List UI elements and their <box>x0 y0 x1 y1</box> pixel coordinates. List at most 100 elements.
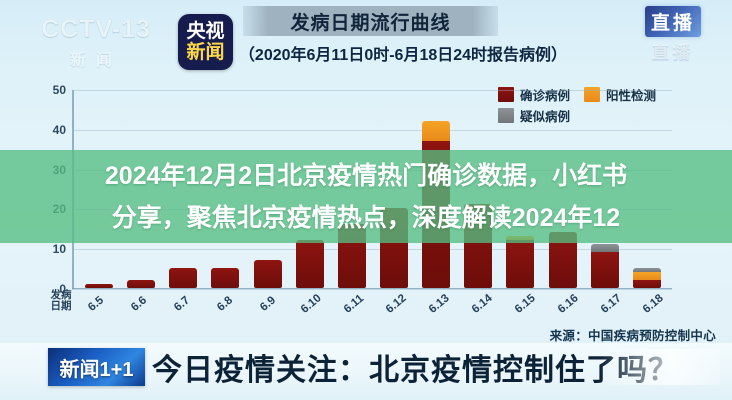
x-label-slot-6.18: 6.18 <box>635 292 678 318</box>
news-program-logo-label: 新闻1+1 <box>59 358 134 381</box>
x-label-slot-6.17: 6.17 <box>592 292 635 318</box>
x-label-slot-6.5: 6.5 <box>78 292 121 318</box>
bar-6.18 <box>632 268 661 288</box>
bar-6.5 <box>85 284 114 288</box>
live-badge-ghost: 直播 <box>652 43 694 62</box>
x-label-6.13: 6.13 <box>426 292 452 316</box>
chart-title-text: 发病日期流行曲线 <box>290 12 451 34</box>
live-badge: 直播 直播 <box>630 6 716 66</box>
bar-segment-疑似病例-6.17 <box>590 244 619 253</box>
gridline-10 <box>72 249 672 251</box>
cctv-watermark-bottom: 新闻 <box>69 51 122 69</box>
legend-confirmed-swatch <box>498 87 514 102</box>
bar-6.6 <box>127 280 156 288</box>
bar-slot-6.17 <box>584 90 626 288</box>
gridline-50 <box>72 90 672 91</box>
bar-slot-6.18 <box>626 90 668 288</box>
x-label-slot-6.9: 6.9 <box>249 292 292 318</box>
bar-6.7 <box>169 268 198 288</box>
bar-6.9 <box>253 260 282 288</box>
x-label-6.8: 6.8 <box>215 294 236 314</box>
bar-segment-确诊病例-6.17 <box>590 252 619 288</box>
legend-suspected-label: 疑似病例 <box>520 110 571 124</box>
x-label-6.15: 6.15 <box>512 292 538 316</box>
legend-suspected-swatch <box>498 108 514 123</box>
cctv-news-logo-line1: 央视 <box>186 20 225 42</box>
x-label-slot-6.7: 6.7 <box>164 292 207 318</box>
y-tick-40: 40 <box>52 122 66 137</box>
overlay-headline-line1: 2024年12月2日北京疫情热门确诊数据，小红书 <box>104 161 628 190</box>
bar-segment-确诊病例-6.18 <box>632 280 661 288</box>
x-label-slot-6.12: 6.12 <box>378 292 421 318</box>
x-axis-title: 发病 日期 <box>44 290 78 312</box>
overlay-headline-band: 2024年12月2日北京疫情热门确诊数据，小红书 分享，聚焦北京疫情热点，深度解… <box>0 150 732 243</box>
cctv-news-logo: 央视 新闻 <box>178 14 233 70</box>
chart-legend: 确诊病例 阳性检测 疑似病例 <box>498 84 726 128</box>
bar-segment-阳性检测-6.13 <box>422 120 451 141</box>
x-label-6.9: 6.9 <box>257 294 278 314</box>
x-label-slot-6.13: 6.13 <box>421 292 464 318</box>
legend-confirmed-label: 确诊病例 <box>520 89 571 103</box>
news-program-logo: 新闻1+1 <box>48 348 145 386</box>
cctv-news-logo-line2: 新闻 <box>186 41 225 63</box>
legend-confirmed: 确诊病例 <box>498 85 570 104</box>
x-axis-line <box>72 287 672 289</box>
x-label-slot-6.14: 6.14 <box>464 292 507 318</box>
x-label-slot-6.10: 6.10 <box>292 292 335 318</box>
overlay-headline-line2: 分享，聚焦北京疫情热点，深度解读2024年12 <box>111 203 621 232</box>
bar-segment-确诊病例-6.9 <box>253 260 282 288</box>
bar-slot-6.8 <box>204 90 246 288</box>
bar-segment-确诊病例-6.5 <box>85 284 114 288</box>
cctv-watermark: CCTV-13 新闻 <box>26 14 166 70</box>
bar-slot-6.7 <box>162 90 204 288</box>
y-tick-50: 50 <box>52 83 66 97</box>
x-label-slot-6.15: 6.15 <box>507 292 550 318</box>
bar-segment-疑似病例-6.18 <box>632 268 661 273</box>
x-axis-title-line2: 日期 <box>50 300 72 312</box>
x-label-slot-6.6: 6.6 <box>121 292 164 318</box>
live-badge-label: 直播 <box>650 13 695 34</box>
news-banner: 新闻1+1 今日疫情关注：北京疫情控制住了吗？ <box>0 343 732 400</box>
legend-positive-test-label: 阳性检测 <box>606 89 657 103</box>
x-label-6.16: 6.16 <box>555 292 581 316</box>
bar-segment-确诊病例-6.10 <box>295 240 324 288</box>
x-label-6.12: 6.12 <box>384 292 409 316</box>
x-label-slot-6.11: 6.11 <box>335 292 378 318</box>
bar-slot-6.10 <box>289 90 331 288</box>
x-label-6.11: 6.11 <box>341 292 366 316</box>
x-label-6.7: 6.7 <box>172 294 193 314</box>
live-badge-box: 直播 <box>644 6 701 37</box>
x-label-6.17: 6.17 <box>598 292 624 316</box>
chart-title-banner: 发病日期流行曲线 <box>243 6 498 36</box>
x-label-6.6: 6.6 <box>129 294 150 314</box>
cctv-watermark-top: CCTV-13 <box>41 14 151 43</box>
bar-segment-确诊病例-6.6 <box>127 280 156 288</box>
x-label-6.10: 6.10 <box>298 292 324 316</box>
bar-segment-确诊病例-6.7 <box>169 268 198 288</box>
bar-6.10 <box>295 240 324 288</box>
bar-segment-确诊病例-6.8 <box>211 268 240 288</box>
bar-segment-阳性检测-6.18 <box>632 272 661 281</box>
bar-6.8 <box>211 268 240 288</box>
legend-row-2: 疑似病例 <box>498 105 726 126</box>
x-label-slot-6.8: 6.8 <box>207 292 250 318</box>
gridline-40 <box>72 129 672 131</box>
bar-6.17 <box>590 244 619 288</box>
chart-source-note: 来源：中国疾病预防控制中心 <box>549 329 716 343</box>
legend-suspected: 疑似病例 <box>498 106 570 125</box>
chart-subtitle: （2020年6月11日0时-6月18日24时报告病例） <box>238 47 568 64</box>
x-label-6.5: 6.5 <box>86 294 107 314</box>
y-tick-0: 0 <box>59 282 66 296</box>
gridline-0 <box>72 289 672 290</box>
x-label-6.18: 6.18 <box>641 292 667 316</box>
legend-row-1: 确诊病例 阳性检测 <box>498 84 726 105</box>
x-axis-title-line1: 发病 <box>50 289 72 301</box>
bar-segment-确诊病例-6.15 <box>506 240 535 288</box>
x-label-6.14: 6.14 <box>469 292 495 316</box>
x-label-slot-6.16: 6.16 <box>549 292 592 318</box>
bar-slot-6.9 <box>247 90 289 288</box>
y-tick-10: 10 <box>52 242 66 257</box>
legend-positive-test: 阳性检测 <box>584 85 656 104</box>
bar-6.15 <box>506 236 535 288</box>
legend-positive-test-swatch <box>584 87 601 102</box>
